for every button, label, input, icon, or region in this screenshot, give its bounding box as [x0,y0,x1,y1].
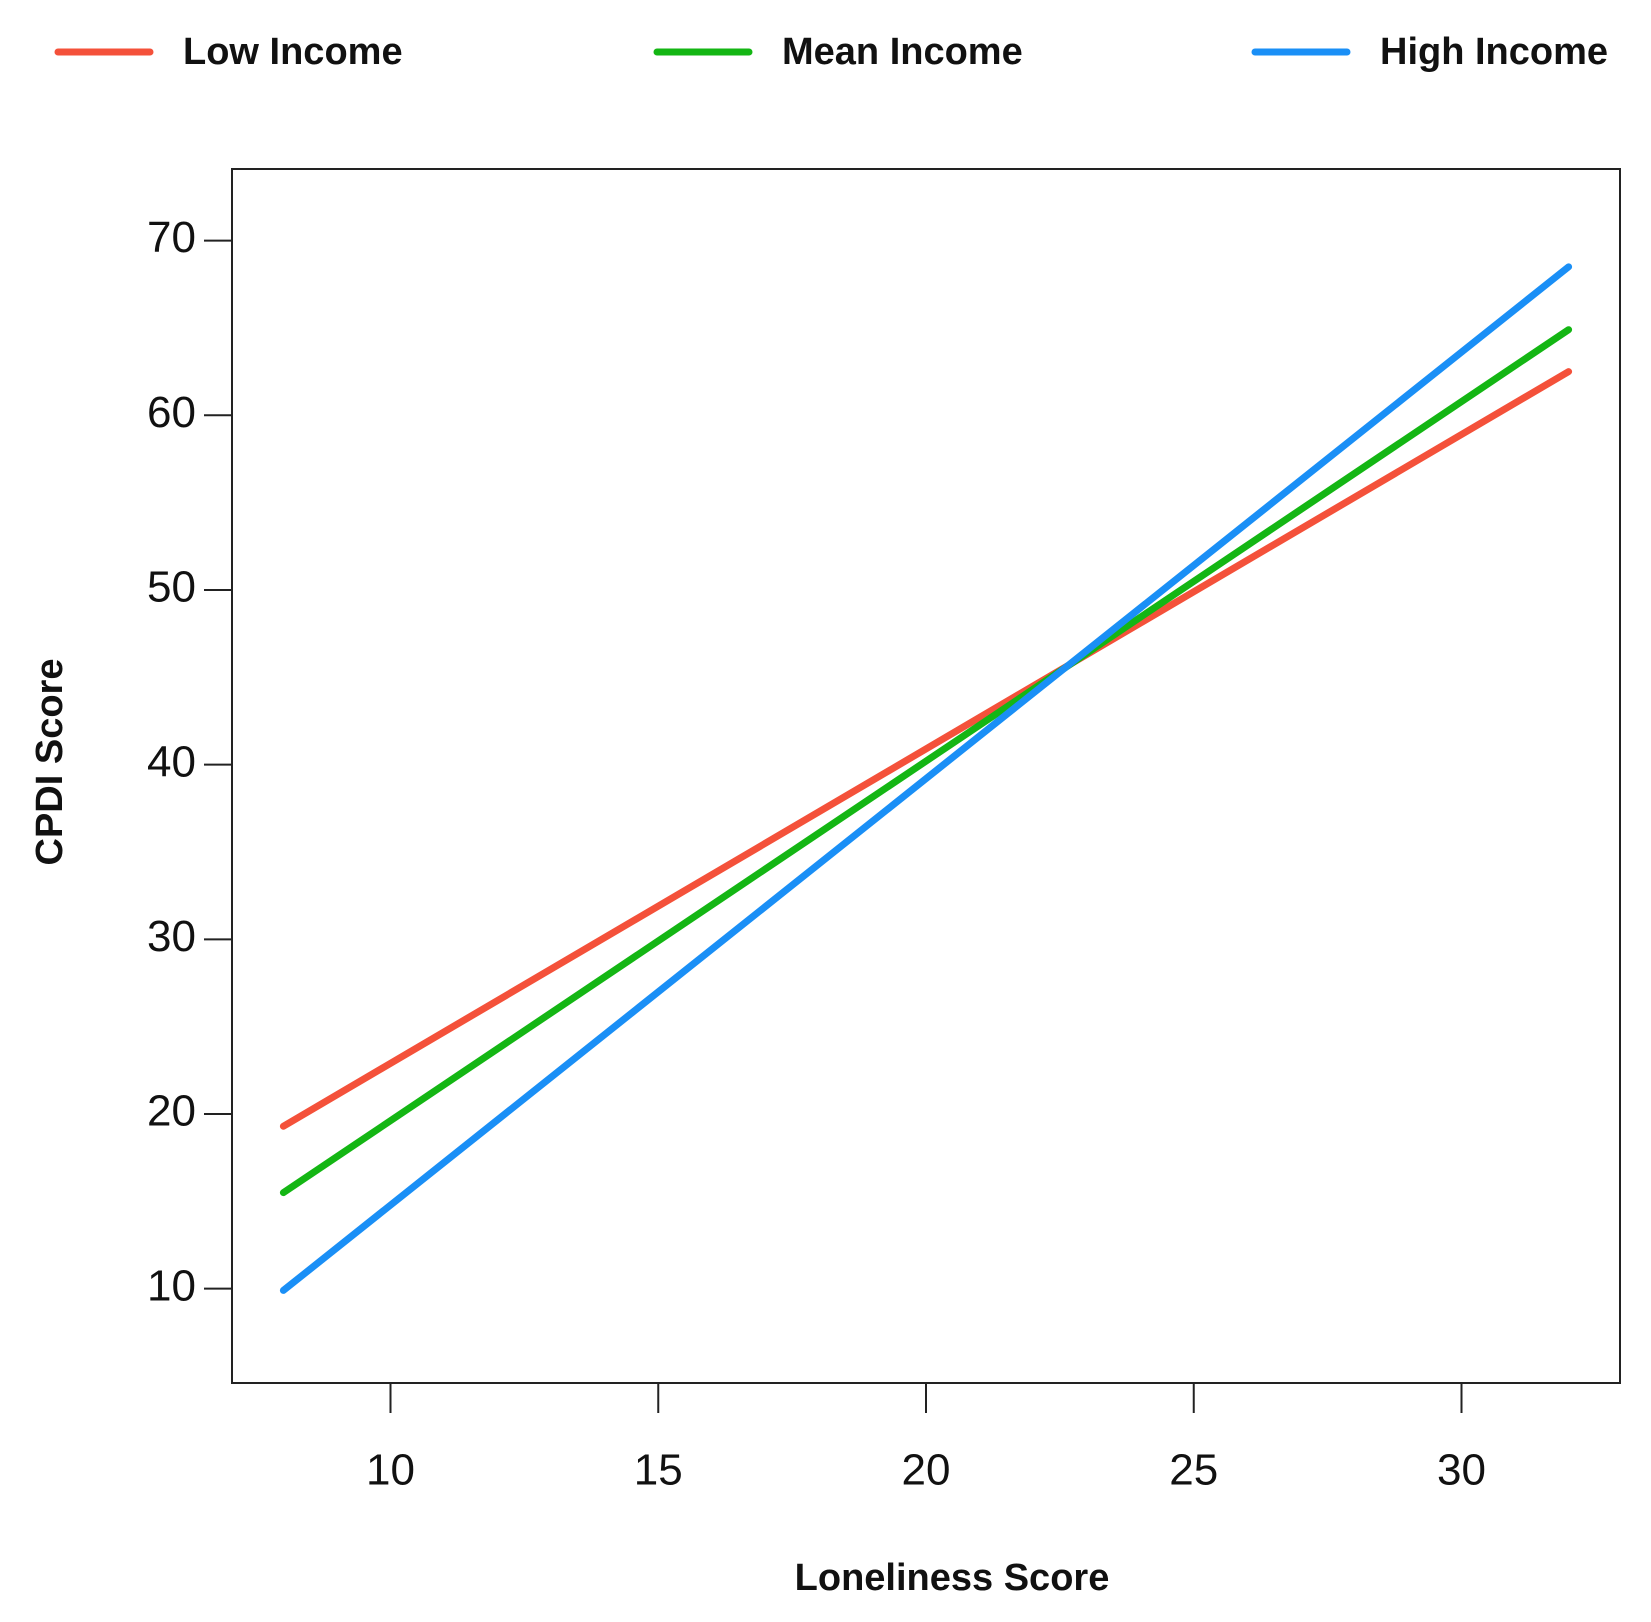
series-line [279,263,1573,1294]
legend-label: Mean Income [782,31,1023,73]
y-tick-label: 40 [147,737,196,786]
legend-label: High Income [1380,31,1608,73]
legend-label: Low Income [183,31,403,73]
x-tick-label: 15 [634,1446,683,1495]
y-tick-label: 50 [147,563,196,612]
y-axis-label: CPDI Score [29,659,71,866]
x-axis-label: Loneliness Score [795,1557,1110,1599]
y-tick-label: 30 [147,912,196,961]
x-tick-label: 30 [1437,1446,1486,1495]
y-tick-label: 60 [147,388,196,437]
series-line [279,368,1573,1130]
x-tick-label: 25 [1169,1446,1218,1495]
y-tick-label: 70 [147,213,196,262]
y-tick-label: 20 [147,1087,196,1136]
x-tick-label: 20 [902,1446,951,1495]
x-tick-label: 10 [366,1446,415,1495]
y-tick-label: 10 [147,1261,196,1310]
series-line [279,326,1573,1197]
